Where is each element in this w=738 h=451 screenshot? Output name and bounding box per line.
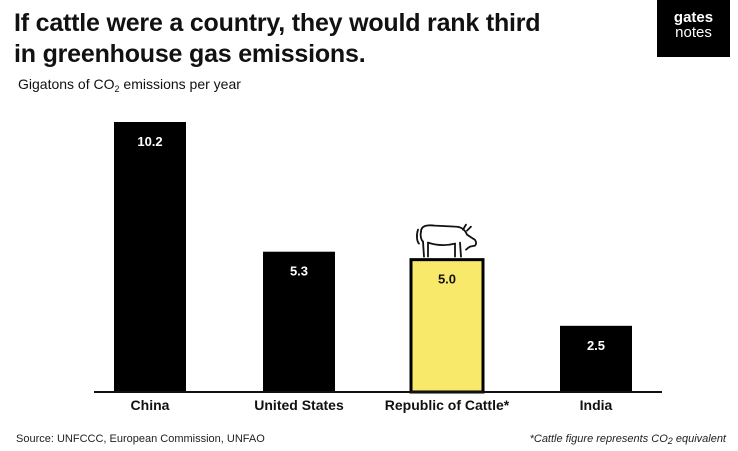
y-axis-label-subscript: 2	[114, 84, 120, 94]
value-label-2: 5.3	[290, 264, 308, 279]
chart-title-line-2: in greenhouse gas emissions.	[14, 40, 366, 68]
y-axis-label-suffix: emissions per year	[119, 76, 241, 92]
source-note: Source: UNFCCC, European Commission, UNF…	[16, 433, 265, 445]
chart-title: If cattle were a country, they would ran…	[14, 8, 634, 70]
bar-4	[560, 325, 632, 392]
category-label-3: Republic of Cattle*	[385, 397, 510, 413]
footnote-suffix: equivalent	[672, 433, 726, 445]
logo-line-2: notes	[675, 24, 712, 41]
category-label-4: India	[580, 397, 613, 413]
category-label-1: China	[131, 397, 170, 413]
value-label-4: 2.5	[587, 338, 605, 353]
y-axis-label: Gigatons of CO2 emissions per year	[18, 76, 241, 94]
value-label-1: 10.2	[137, 134, 162, 149]
y-axis-label-text: Gigatons of CO	[18, 76, 115, 92]
footnote-subscript: 2	[667, 436, 673, 446]
logo-line-1: gates	[673, 9, 714, 26]
footnote: *Cattle figure represents CO2 equivalent	[530, 433, 726, 446]
gates-notes-logo[interactable]: gates notes	[657, 0, 730, 57]
category-label-2: United States	[254, 397, 344, 413]
value-label-3: 5.0	[438, 272, 456, 287]
cow-icon	[416, 223, 477, 258]
bar-1	[114, 122, 186, 392]
bar-2	[263, 251, 335, 392]
chart-title-line-1: If cattle were a country, they would ran…	[14, 9, 541, 37]
footnote-text: *Cattle figure represents CO	[529, 433, 668, 445]
